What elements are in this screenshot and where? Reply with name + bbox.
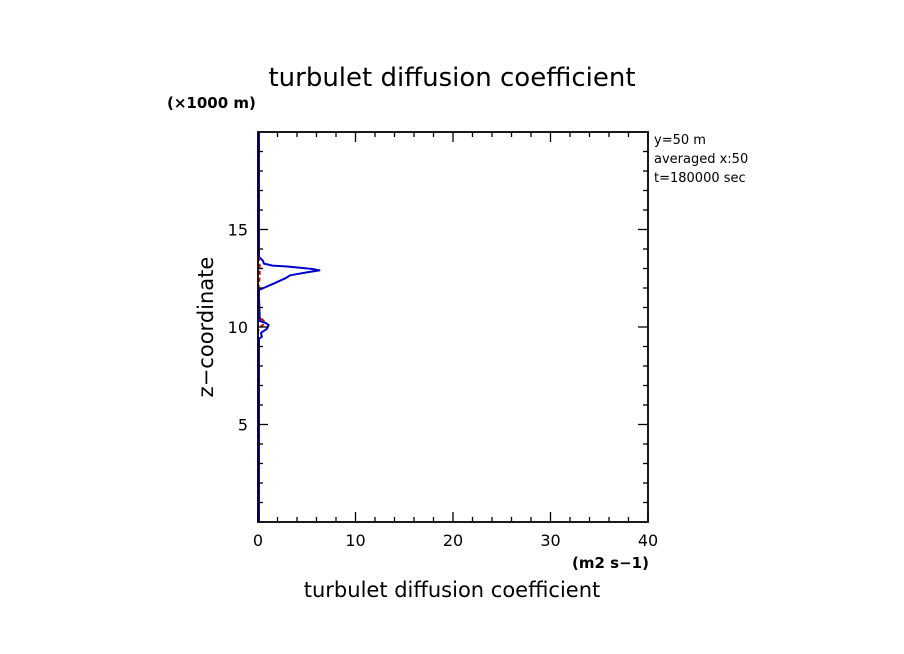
x-tick-label: 40 <box>638 531 658 550</box>
y-tick-label: 10 <box>228 318 248 337</box>
x-tick-label: 20 <box>443 531 463 550</box>
y-axis-label: z−coordinate <box>194 257 218 398</box>
x-axis-label: turbulet diffusion coefficient <box>304 578 601 602</box>
x-tick-label: 10 <box>345 531 365 550</box>
info-line-y: y=50 m <box>654 133 706 148</box>
info-box: y=50 m averaged x:50 t=180000 sec <box>654 133 748 186</box>
x-tick-label: 0 <box>253 531 263 550</box>
series-line-0 <box>258 132 321 522</box>
y-axis-unit: (×1000 m) <box>167 94 256 112</box>
x-axis-unit: (m2 s−1) <box>572 554 649 572</box>
y-tick-label: 5 <box>238 416 248 435</box>
info-line-averaged: averaged x:50 <box>654 152 748 167</box>
x-tick-label: 30 <box>540 531 560 550</box>
info-line-time: t=180000 sec <box>654 171 746 186</box>
tick-layer: 0 10 20 30 40 5 10 15 <box>228 132 658 550</box>
chart-title: turbulet diffusion coefficient <box>268 63 635 93</box>
y-tick-label: 15 <box>228 221 248 240</box>
plot-frame <box>257 131 649 523</box>
